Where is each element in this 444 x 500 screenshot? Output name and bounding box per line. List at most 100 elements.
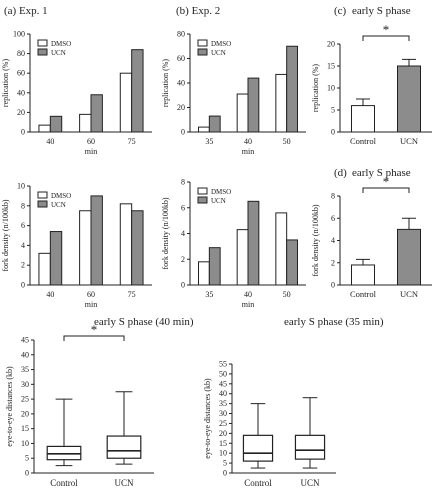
panel-label-c: (c) bbox=[334, 5, 347, 17]
bar-ucn-40 bbox=[247, 200, 260, 286]
y-axis-label: replication (%) bbox=[161, 59, 170, 108]
bar-ucn-35 bbox=[208, 115, 221, 133]
error-bar-ucn bbox=[402, 217, 416, 230]
y-tick-label: 4 bbox=[181, 229, 185, 238]
y-tick-label: 80 bbox=[177, 30, 185, 39]
bar-dmso-50 bbox=[275, 212, 288, 286]
y-tick-label: 15 bbox=[219, 439, 227, 448]
box-ucn bbox=[294, 434, 326, 460]
x-tick-label: 75 bbox=[128, 137, 136, 146]
legend-label-ucn: UCN bbox=[51, 201, 66, 209]
bar-dmso-35 bbox=[198, 126, 210, 133]
y-tick-label: 20 bbox=[21, 409, 29, 418]
significance-star: * bbox=[383, 22, 390, 37]
y-tick-label: 5 bbox=[25, 454, 29, 463]
y-tick-label: 45 bbox=[219, 379, 227, 388]
bar-ucn-40 bbox=[49, 231, 63, 286]
bar-ucn bbox=[397, 228, 421, 286]
bar-control bbox=[351, 105, 375, 133]
x-tick-label: UCN bbox=[400, 136, 418, 146]
panel-labels: (a) Exp. 1 (b) Exp. 2 (c) (d) bbox=[4, 5, 347, 179]
bar-dmso-40 bbox=[38, 252, 51, 286]
x-tick-label: UCN bbox=[400, 289, 418, 299]
x-tick-label: 40 bbox=[244, 137, 252, 146]
bar-ucn-50 bbox=[286, 45, 298, 133]
legend-swatch-dmso bbox=[37, 39, 48, 47]
bar-ucn bbox=[397, 65, 421, 133]
x-tick-label: 75 bbox=[128, 290, 136, 299]
chart-title: early S phase bbox=[352, 5, 411, 17]
y-axis-label: fork density (n/100kb) bbox=[161, 197, 170, 269]
significance-star: * bbox=[91, 322, 98, 337]
bar-dmso-60 bbox=[79, 210, 92, 286]
y-tick-label: 8 bbox=[331, 192, 335, 201]
y-tick-label: 5 bbox=[223, 459, 227, 468]
x-tick-label: Control bbox=[350, 289, 377, 299]
legend-label-dmso: DMSO bbox=[51, 192, 71, 200]
y-tick-label: 30 bbox=[219, 409, 227, 418]
chart-title: early S phase (35 min) bbox=[284, 316, 384, 328]
x-tick-label: 60 bbox=[87, 137, 95, 146]
y-tick-label: 10 bbox=[219, 449, 227, 458]
x-tick-label: 35 bbox=[205, 137, 213, 146]
significance-bracket bbox=[63, 335, 125, 341]
y-tick-label: 15 bbox=[327, 62, 335, 71]
bar-control bbox=[351, 264, 375, 286]
box-ucn bbox=[106, 435, 142, 459]
box-control bbox=[242, 434, 274, 462]
y-tick-label: 5 bbox=[331, 106, 335, 115]
y-tick-label: 60 bbox=[17, 69, 25, 78]
y-tick-label: 4 bbox=[331, 236, 335, 245]
y-tick-label: 8 bbox=[21, 201, 25, 210]
y-tick-label: 8 bbox=[181, 178, 185, 187]
legend-swatch-ucn bbox=[37, 200, 48, 208]
y-tick-label: 0 bbox=[21, 281, 25, 290]
y-tick-label: 80 bbox=[17, 49, 25, 58]
bar-ucn-60 bbox=[90, 94, 103, 133]
x-tick-label: UCN bbox=[300, 478, 320, 488]
y-tick-label: 0 bbox=[331, 281, 335, 290]
y-tick-label: 40 bbox=[177, 79, 185, 88]
bar-dmso-75 bbox=[119, 203, 133, 286]
bar-ucn-40 bbox=[49, 115, 63, 133]
panel-label-b: (b) Exp. 2 bbox=[176, 5, 220, 17]
y-tick-label: 20 bbox=[327, 40, 335, 49]
legend-swatch-ucn bbox=[197, 48, 208, 56]
legend-label-ucn: UCN bbox=[211, 197, 226, 205]
legend-swatch-ucn bbox=[197, 196, 208, 204]
y-axis-label: fork density (n/100kb) bbox=[311, 204, 320, 276]
legend-label-dmso: DMSO bbox=[51, 40, 71, 48]
y-tick-label: 2 bbox=[181, 255, 185, 264]
x-tick-label: UCN bbox=[114, 478, 134, 488]
x-tick-label: 50 bbox=[283, 137, 291, 146]
bar-dmso-40 bbox=[236, 93, 249, 133]
significance-bracket bbox=[362, 35, 410, 41]
error-bar-control bbox=[356, 258, 370, 265]
significance-star: * bbox=[383, 174, 390, 189]
bar-ucn-75 bbox=[131, 210, 144, 286]
x-tick-label: 40 bbox=[46, 290, 54, 299]
y-tick-label: 100 bbox=[13, 30, 25, 39]
y-tick-label: 4 bbox=[21, 241, 25, 250]
y-tick-label: 30 bbox=[21, 380, 29, 389]
y-tick-label: 2 bbox=[331, 258, 335, 267]
x-tick-label: 60 bbox=[87, 290, 95, 299]
y-tick-label: 45 bbox=[21, 336, 29, 345]
y-tick-label: 20 bbox=[177, 103, 185, 112]
y-tick-label: 0 bbox=[21, 128, 25, 137]
legend-swatch-ucn bbox=[37, 48, 48, 56]
y-tick-label: 0 bbox=[181, 281, 185, 290]
bar-ucn-35 bbox=[208, 247, 221, 286]
y-tick-label: 40 bbox=[17, 88, 25, 97]
y-tick-label: 2 bbox=[21, 261, 25, 270]
error-bar-ucn bbox=[402, 58, 416, 66]
y-tick-label: 25 bbox=[219, 419, 227, 428]
bar-ucn-60 bbox=[90, 195, 103, 286]
bar-dmso-35 bbox=[198, 261, 210, 286]
legend-swatch-dmso bbox=[37, 191, 48, 199]
y-tick-label: 40 bbox=[219, 389, 227, 398]
chart-title: early S phase bbox=[352, 167, 411, 179]
bar-dmso-75 bbox=[119, 72, 133, 133]
